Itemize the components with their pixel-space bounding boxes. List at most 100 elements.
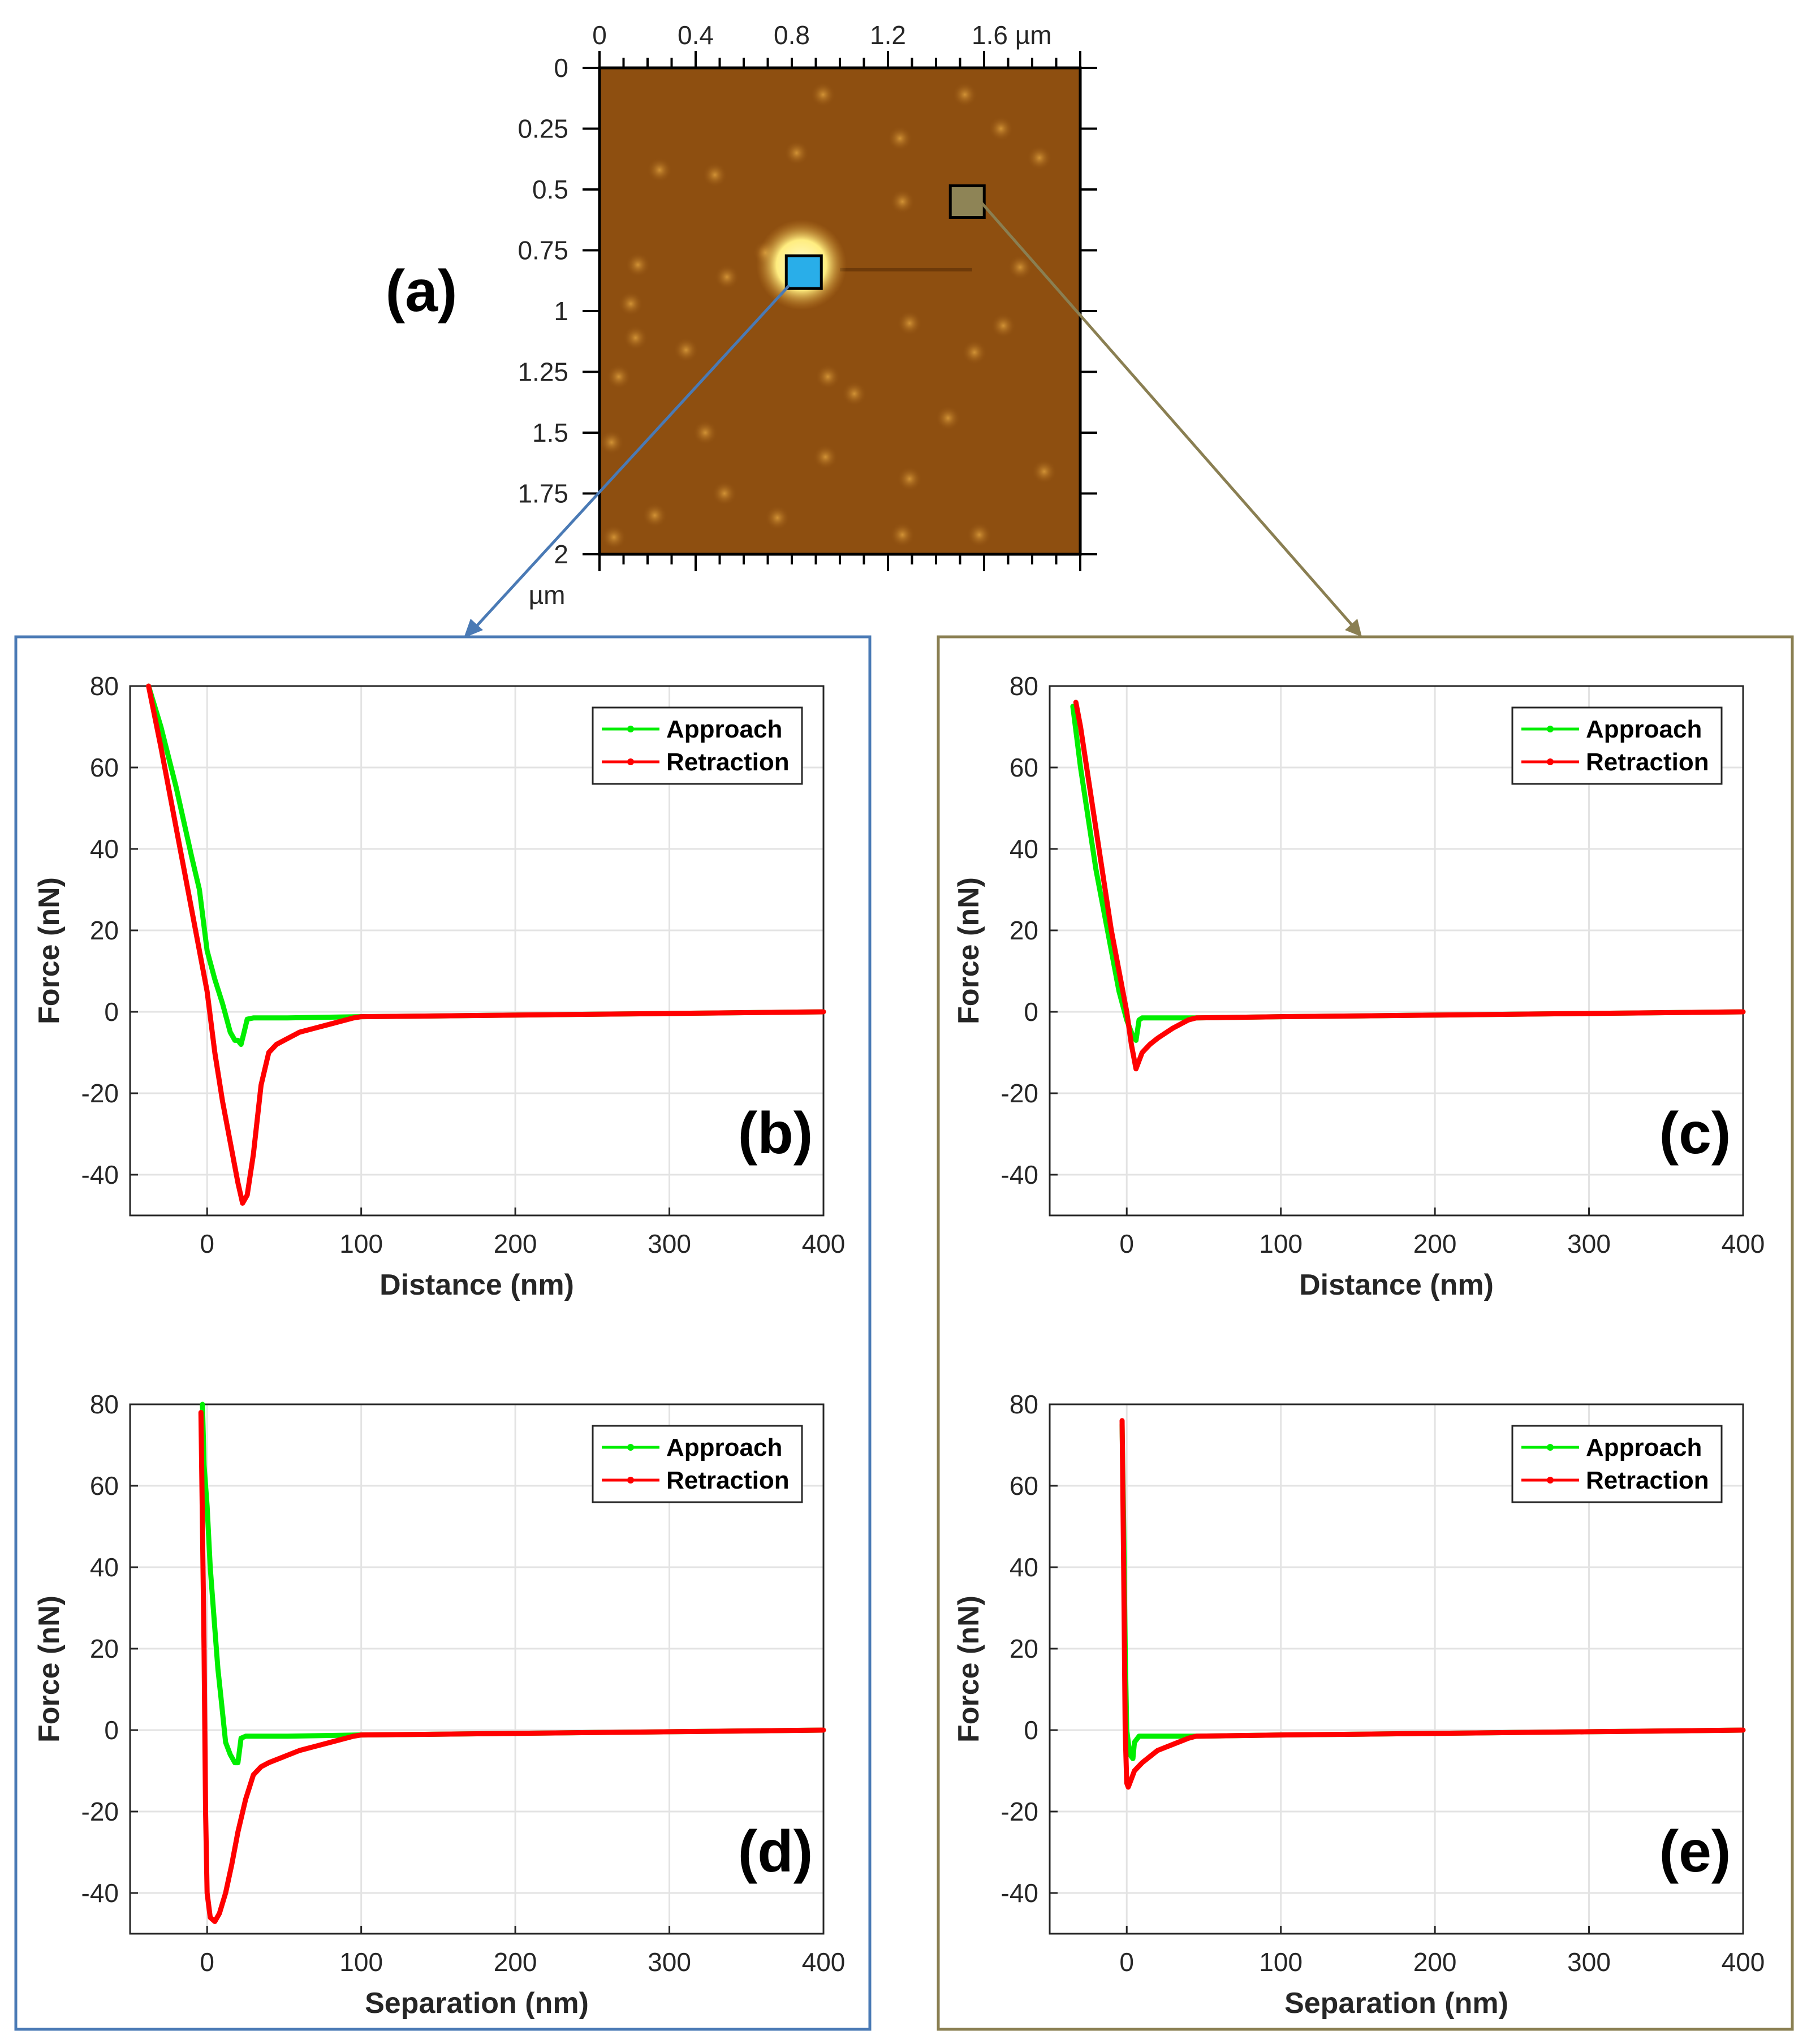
afm-x-tick-label: 0.8 (774, 20, 810, 50)
legend-marker (627, 758, 634, 765)
x-tick-label: 300 (648, 1229, 691, 1258)
arrow-olive-head (1345, 619, 1362, 637)
afm-particle (606, 364, 631, 390)
x-tick-label: 100 (1259, 1229, 1303, 1258)
afm-particle (702, 162, 727, 188)
legend-label: Retraction (666, 1467, 790, 1494)
x-axis-label: Separation (nm) (1284, 1987, 1508, 2020)
x-tick-label: 400 (1722, 1947, 1765, 1977)
y-tick-label: 20 (90, 916, 119, 945)
y-tick-label: -20 (81, 1797, 119, 1826)
marker-olive-square (948, 184, 986, 219)
afm-particle (810, 82, 836, 107)
legend-box (1511, 1425, 1723, 1503)
legend-marker (1547, 1477, 1554, 1484)
legend-label: Retraction (1586, 1467, 1709, 1494)
afm-particle (890, 189, 915, 214)
x-tick-label: 200 (494, 1947, 537, 1977)
afm-particle (623, 325, 648, 351)
afm-particle (967, 522, 992, 547)
series-line-retraction (146, 683, 826, 1206)
afm-particle (693, 420, 718, 445)
afm-particle (1007, 255, 1033, 280)
afm-particle (1027, 145, 1052, 171)
afm-height-image (600, 68, 1080, 554)
panel-label-e: (e) (1659, 1819, 1731, 1885)
left-group-frame (14, 635, 872, 2031)
y-tick-label: 40 (90, 1553, 119, 1582)
y-tick-label: -20 (1001, 1797, 1038, 1826)
y-tick-label: 20 (1010, 1634, 1038, 1663)
arrows (464, 201, 1362, 638)
y-tick-label: -40 (1001, 1878, 1038, 1908)
legend-marker (627, 1477, 634, 1484)
x-tick-label: 200 (1413, 1229, 1457, 1258)
y-tick-label: 60 (1010, 753, 1038, 782)
afm-particle (784, 140, 809, 166)
legend-label: Retraction (1586, 748, 1709, 776)
afm-particle (813, 445, 838, 469)
x-tick-label: 300 (1567, 1229, 1611, 1258)
afm-image-panel: 0 0.4 0.8 1.2 1.6 µm 0 0.25 0.5 0.75 1 1.25 1.5 1.75… (385, 20, 1097, 610)
x-axis-label: Distance (nm) (1299, 1269, 1494, 1301)
legend-label: Approach (1586, 1434, 1702, 1461)
x-tick-label: 100 (339, 1947, 383, 1977)
afm-particle (988, 116, 1014, 141)
afm-particle (897, 466, 922, 491)
x-tick-label: 400 (802, 1947, 846, 1977)
y-tick-label: 60 (90, 753, 119, 782)
series-line-retraction (1073, 700, 1746, 1072)
afm-particle (642, 503, 667, 528)
legend-marker (1547, 758, 1554, 765)
afm-particle (890, 522, 915, 547)
afm-particle (1032, 459, 1057, 484)
legend-label: Retraction (666, 748, 790, 776)
y-tick-label: -20 (81, 1079, 119, 1108)
legend-label: Approach (1586, 715, 1702, 743)
afm-particle (712, 481, 737, 506)
afm-y-unit-label: µm (529, 580, 566, 610)
plot-axes-box (1049, 1403, 1744, 1935)
afm-y-tick-label: 2 (554, 540, 568, 569)
series-line-retraction (1119, 1418, 1746, 1790)
y-tick-label: -40 (1001, 1160, 1038, 1189)
afm-x-tick-label: 0.4 (678, 20, 714, 50)
x-tick-label: 200 (1413, 1947, 1457, 1977)
y-tick-label: 40 (1010, 1553, 1038, 1582)
y-tick-label: 0 (1024, 1715, 1038, 1745)
y-tick-label: 20 (1010, 916, 1038, 945)
afm-particle (599, 430, 624, 455)
afm-particle (674, 337, 698, 363)
x-axis-label: Distance (nm) (379, 1269, 574, 1301)
plot-axes-box (1049, 685, 1744, 1217)
y-tick-label: 40 (90, 834, 119, 864)
afm-y-tick-label: 1 (554, 296, 568, 326)
y-tick-label: -40 (81, 1160, 119, 1189)
afm-y-tick-label: 0.75 (517, 236, 568, 265)
afm-y-tick-label: 0.5 (532, 175, 568, 204)
plot-axes-box (129, 1403, 825, 1935)
y-tick-label: 0 (1024, 997, 1038, 1027)
x-tick-label: 0 (1119, 1947, 1134, 1977)
arrow-blue (473, 284, 790, 630)
arrow-olive (980, 201, 1355, 628)
afm-particle (962, 340, 987, 365)
y-axis-label: Force (nN) (952, 877, 985, 1024)
afm-particle (601, 524, 627, 550)
afm-particle (618, 291, 644, 317)
afm-axes: 0 0.4 0.8 1.2 1.6 µm 0 0.25 0.5 0.75 1 1.25 1.5 1.75… (517, 20, 1097, 571)
legend-box (1511, 706, 1723, 785)
afm-particle (952, 82, 977, 107)
afm-particle (765, 505, 790, 531)
afm-particle (991, 313, 1016, 338)
afm-particle (815, 364, 840, 390)
y-tick-label: 80 (90, 671, 119, 701)
x-tick-label: 100 (339, 1229, 383, 1258)
y-tick-label: 0 (104, 997, 119, 1027)
afm-x-tick-label: 1.2 (870, 20, 906, 50)
legend-label: Approach (666, 715, 782, 743)
